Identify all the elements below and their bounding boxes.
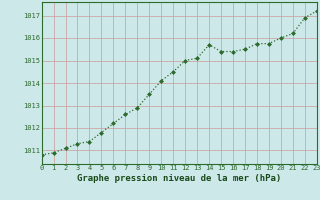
X-axis label: Graphe pression niveau de la mer (hPa): Graphe pression niveau de la mer (hPa) bbox=[77, 174, 281, 183]
